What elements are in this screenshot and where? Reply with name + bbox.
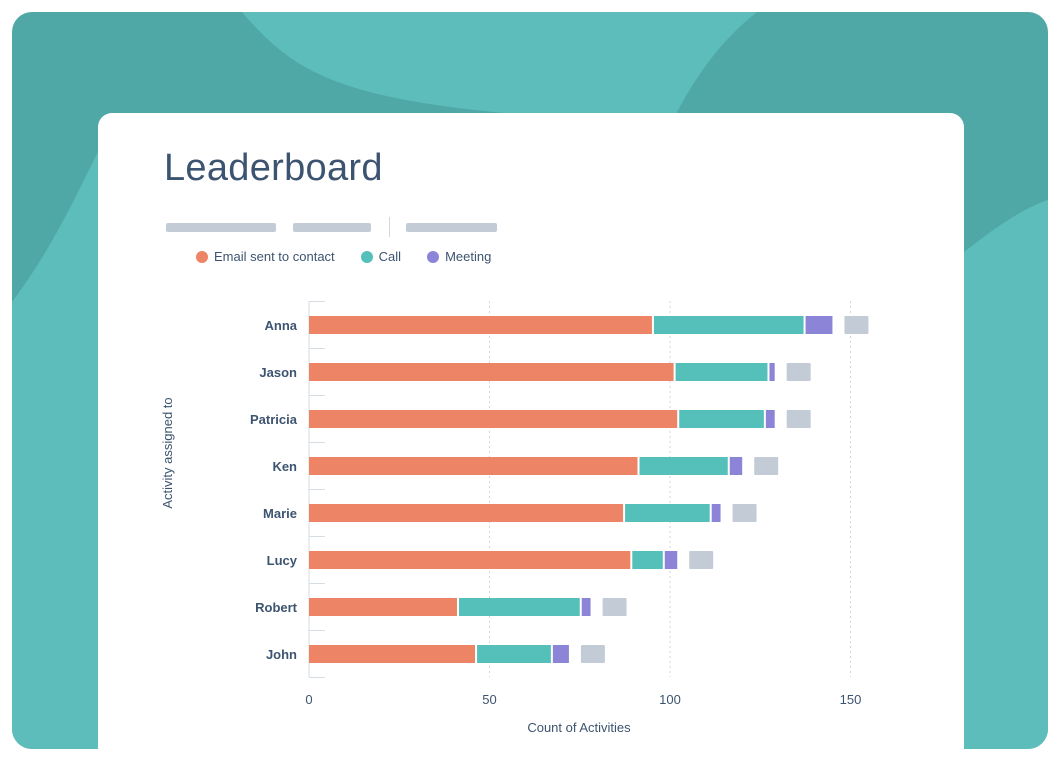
legend-dot-meeting [427,250,440,263]
bar-segment[interactable] [309,457,638,475]
legend-label-call: Call [378,249,402,264]
bar-segment[interactable] [729,457,743,475]
filter-divider [389,217,390,237]
bar-segment[interactable] [769,363,775,381]
y-category-label: Jason [259,365,297,380]
x-tick-label: 100 [659,692,681,707]
bar-segment[interactable] [711,504,721,522]
y-category-label: Patricia [250,412,298,427]
legend-label-meeting: Meeting [445,249,492,264]
x-tick-label: 0 [305,692,312,707]
bar-segment[interactable] [625,504,710,522]
leaderboard-card: Leaderboard Email sent to contact Call M… [98,113,964,749]
bar-segment[interactable] [552,645,569,663]
x-tick-label: 50 [482,692,496,707]
bar-segment[interactable] [477,645,551,663]
bar-segment[interactable] [581,598,591,616]
bar-total-label [580,645,605,663]
bar-segment[interactable] [675,363,768,381]
bar-segment[interactable] [679,410,764,428]
filter-placeholder-1[interactable] [166,223,276,232]
bar-segment[interactable] [309,363,674,381]
bar-segment[interactable] [805,316,833,334]
bar-total-label [754,457,779,475]
bar-chart: 0 50 100 150 Anna Jason Patricia Ken Marie Lucy Ro… [160,301,869,735]
legend-item-call[interactable]: Call [360,249,402,264]
bar-segment[interactable] [309,551,631,569]
x-axis-title: Count of Activities [527,720,631,735]
page-title: Leaderboard [164,147,383,189]
bar-segment[interactable] [309,316,652,334]
legend-dot-call [360,250,373,263]
filter-placeholder-3[interactable] [406,223,497,232]
bar-segment[interactable] [765,410,775,428]
bar-total-label [602,598,627,616]
legend-item-meeting[interactable]: Meeting [427,249,491,264]
y-category-label: Anna [265,318,298,333]
y-axis-title: Activity assigned to [160,397,175,508]
y-category-label: Marie [263,506,297,521]
bar-segment[interactable] [664,551,678,569]
bar-total-label [844,316,869,334]
y-category-label: Ken [272,459,297,474]
bar-layer [309,316,869,663]
bar-segment[interactable] [309,645,476,663]
bar-segment[interactable] [309,410,678,428]
y-category-label: John [266,647,297,662]
background-frame: Leaderboard Email sent to contact Call M… [12,12,1048,749]
grid-layer [308,301,851,678]
bar-segment[interactable] [459,598,580,616]
filter-placeholder-2[interactable] [293,223,371,232]
bar-segment[interactable] [632,551,663,569]
legend-dot-email [196,250,208,263]
bar-total-label [786,410,811,428]
bar-total-label [786,363,811,381]
y-category-label: Lucy [267,553,298,568]
y-category-label: Robert [255,600,298,615]
bar-total-label [732,504,757,522]
bar-segment[interactable] [309,504,624,522]
bar-total-label [689,551,714,569]
legend-label-email: Email sent to contact [214,249,335,264]
x-tick-label: 150 [840,692,862,707]
label-layer: 0 50 100 150 Anna Jason Patricia Ken Marie Lucy Ro… [250,318,861,707]
bar-segment[interactable] [653,316,804,334]
legend-item-email[interactable]: Email sent to contact [196,249,335,264]
background-decoration [12,12,1048,749]
chart-legend: Email sent to contact Call Meeting [196,249,491,264]
bar-segment[interactable] [309,598,458,616]
bar-segment[interactable] [639,457,728,475]
